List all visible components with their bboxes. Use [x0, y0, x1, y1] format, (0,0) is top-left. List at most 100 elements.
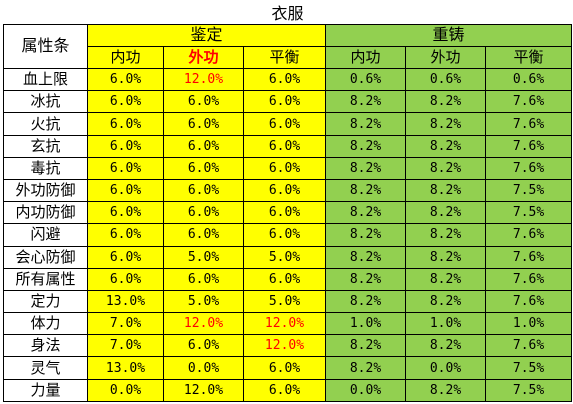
row-label: 冰抗: [3, 90, 88, 114]
row-label: 定力: [3, 289, 88, 314]
group-header-jianding: 鉴定: [87, 23, 326, 47]
value-cell: 8.2%: [405, 178, 486, 203]
table-title: 衣服: [3, 4, 572, 25]
value-cell: 6.0%: [243, 90, 326, 114]
value-cell: 8.2%: [325, 201, 406, 225]
table-row: 内功防御 6.0% 6.0% 6.0% 8.2% 8.2% 7.5%: [3, 201, 573, 225]
value-cell: 5.0%: [163, 289, 244, 314]
value-cell: 6.0%: [243, 68, 326, 92]
value-cell: 8.2%: [325, 245, 406, 269]
table-row: 血上限 6.0% 12.0% 6.0% 0.6% 0.6% 0.6%: [3, 68, 573, 92]
row-label: 火抗: [3, 112, 88, 136]
value-cell: 12.0%: [243, 334, 326, 358]
table-row: 闪避 6.0% 6.0% 6.0% 8.2% 8.2% 7.6%: [3, 223, 573, 247]
value-cell: 8.2%: [405, 223, 486, 247]
value-cell: 6.0%: [87, 90, 164, 114]
value-cell: 6.0%: [87, 223, 164, 247]
value-cell: 7.6%: [484, 334, 573, 358]
value-cell: 7.6%: [484, 156, 573, 180]
value-cell: 6.0%: [87, 68, 164, 92]
value-cell: 7.6%: [484, 223, 573, 247]
value-cell: 6.0%: [243, 134, 326, 158]
value-cell: 6.0%: [163, 267, 244, 291]
sub-header-neigong: 内功: [325, 45, 406, 70]
row-label: 闪避: [3, 223, 88, 247]
value-cell: 6.0%: [163, 201, 244, 225]
value-cell: 0.0%: [325, 378, 406, 403]
sub-header-row: 内功 外功 平衡 内功 外功 平衡: [4, 45, 573, 70]
value-cell: 6.0%: [163, 178, 244, 203]
value-cell: 0.0%: [87, 378, 164, 403]
value-cell: 8.2%: [405, 112, 486, 136]
group-header-row: 属性条 鉴定 重铸: [3, 23, 573, 70]
value-cell: 13.0%: [87, 289, 164, 314]
value-cell: 7.0%: [87, 334, 164, 358]
value-cell: 8.2%: [325, 178, 406, 203]
value-cell: 0.0%: [405, 356, 486, 380]
row-label: 毒抗: [3, 156, 88, 180]
value-cell: 7.0%: [87, 312, 164, 336]
value-cell: 6.0%: [87, 134, 164, 158]
row-label: 力量: [3, 378, 88, 403]
value-cell: 7.6%: [484, 289, 573, 314]
value-cell: 6.0%: [163, 156, 244, 180]
value-cell: 8.2%: [405, 378, 486, 403]
row-label: 内功防御: [3, 201, 88, 225]
group-header-chongzhu: 重铸: [324, 23, 573, 47]
sub-header-pingheng: 平衡: [243, 45, 326, 70]
title-row: 衣服: [3, 4, 572, 25]
attribute-table: 衣服 属性条 鉴定 重铸 内功 外功 平衡 内功 外功 平衡 血上限 6.0% 12…: [3, 4, 573, 403]
value-cell: 7.5%: [484, 356, 573, 380]
value-cell: 0.6%: [325, 68, 406, 92]
table-row: 力量 0.0% 12.0% 6.0% 0.0% 8.2% 7.5%: [3, 378, 573, 403]
value-cell: 8.2%: [405, 289, 486, 314]
value-cell: 0.6%: [484, 68, 573, 92]
value-cell: 6.0%: [243, 267, 326, 291]
value-cell: 6.0%: [243, 112, 326, 136]
table-row: 火抗 6.0% 6.0% 6.0% 8.2% 8.2% 7.6%: [3, 112, 573, 136]
table-row: 所有属性 6.0% 6.0% 6.0% 8.2% 8.2% 7.6%: [3, 267, 573, 291]
value-cell: 6.0%: [163, 134, 244, 158]
value-cell: 12.0%: [163, 378, 244, 403]
value-cell: 6.0%: [243, 201, 326, 225]
value-cell: 7.6%: [484, 90, 573, 114]
value-cell: 8.2%: [405, 134, 486, 158]
value-cell: 8.2%: [405, 334, 486, 358]
value-cell: 12.0%: [163, 312, 244, 336]
row-label: 灵气: [3, 356, 88, 380]
table-row: 定力 13.0% 5.0% 5.0% 8.2% 8.2% 7.6%: [3, 289, 573, 314]
value-cell: 6.0%: [87, 201, 164, 225]
value-cell: 7.5%: [484, 378, 573, 403]
value-cell: 6.0%: [163, 334, 244, 358]
sub-header-waigong: 外功: [163, 45, 244, 70]
value-cell: 5.0%: [243, 245, 326, 269]
value-cell: 6.0%: [163, 90, 244, 114]
value-cell: 5.0%: [243, 289, 326, 314]
value-cell: 8.2%: [325, 134, 406, 158]
table-row: 灵气 13.0% 0.0% 6.0% 8.2% 0.0% 7.5%: [3, 356, 573, 380]
row-label: 体力: [3, 312, 88, 336]
table-row: 玄抗 6.0% 6.0% 6.0% 8.2% 8.2% 7.6%: [3, 134, 573, 158]
value-cell: 8.2%: [325, 267, 406, 291]
row-label: 玄抗: [3, 134, 88, 158]
value-cell: 6.0%: [87, 178, 164, 203]
value-cell: 1.0%: [484, 312, 573, 336]
row-label: 会心防御: [3, 245, 88, 269]
value-cell: 1.0%: [405, 312, 486, 336]
table-row: 体力 7.0% 12.0% 12.0% 1.0% 1.0% 1.0%: [3, 312, 573, 336]
value-cell: 7.6%: [484, 245, 573, 269]
value-cell: 6.0%: [243, 378, 326, 403]
value-cell: 8.2%: [405, 267, 486, 291]
value-cell: 6.0%: [87, 156, 164, 180]
row-label: 所有属性: [3, 267, 88, 291]
table-row: 毒抗 6.0% 6.0% 6.0% 8.2% 8.2% 7.6%: [3, 156, 573, 180]
value-cell: 5.0%: [163, 245, 244, 269]
value-cell: 8.2%: [325, 334, 406, 358]
value-cell: 7.5%: [484, 201, 573, 225]
value-cell: 6.0%: [243, 156, 326, 180]
value-cell: 7.5%: [484, 178, 573, 203]
value-cell: 8.2%: [325, 112, 406, 136]
sub-header-waigong: 外功: [405, 45, 486, 70]
sub-header-neigong: 内功: [87, 45, 164, 70]
value-cell: 1.0%: [325, 312, 406, 336]
